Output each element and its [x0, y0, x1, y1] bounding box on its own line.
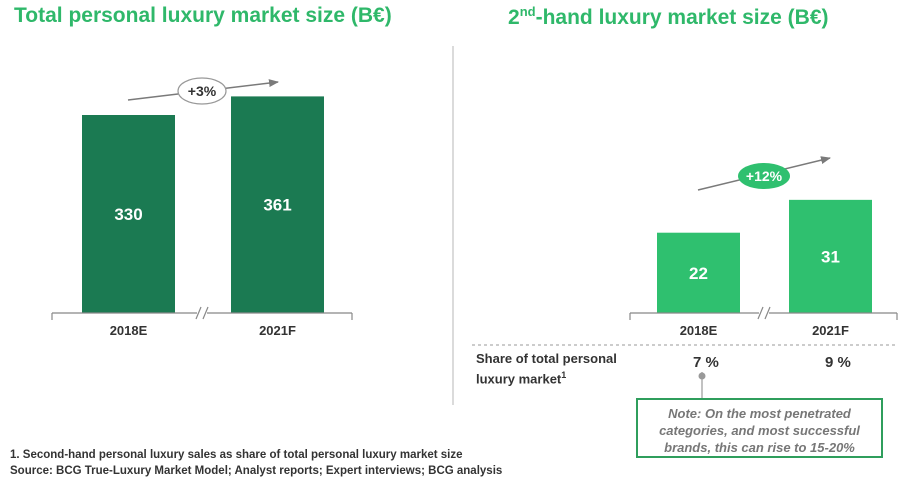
right-chart-title: 2nd-hand luxury market size (B€): [508, 4, 829, 30]
title-rest: -hand luxury market size (B€): [535, 6, 829, 29]
category-label-2018E-secondhand: 2018E: [680, 323, 718, 338]
value-label-2018E-total: 330: [114, 205, 142, 224]
value-label-2018E-secondhand: 22: [689, 264, 708, 283]
source-line: Source: BCG True-Luxury Market Model; An…: [10, 465, 503, 477]
axis-break-right: [757, 306, 771, 320]
category-label-2021F-secondhand: 2021F: [812, 323, 849, 338]
bar-2018E-secondhand: [657, 232, 740, 313]
note-box: Note: On the most penetrated categories,…: [636, 398, 883, 458]
axis-break-left: [195, 306, 209, 320]
title-prefix: 2: [508, 6, 520, 29]
footnote-1: 1. Second-hand personal luxury sales as …: [10, 449, 463, 461]
bar-2018E-total: [82, 115, 175, 313]
value-label-2021F-total: 361: [263, 196, 291, 215]
category-label-2018E-total: 2018E: [110, 323, 148, 338]
title-superscript: nd: [519, 4, 536, 19]
category-label-2021F-total: 2021F: [259, 323, 296, 338]
share-footnote-marker: 1: [561, 370, 567, 380]
growth-badge-right: [738, 163, 790, 189]
value-label-2021F-secondhand: 31: [821, 247, 840, 266]
growth-label-right: +12%: [746, 168, 783, 184]
share-label: Share of total personal luxury market1: [476, 351, 617, 387]
bar-2021F-secondhand: [789, 199, 872, 313]
share-value-2021F: 9 %: [825, 354, 851, 371]
left-bar-chart: +3% 330 361 2018E 2021F: [51, 77, 353, 338]
left-chart-title: Total personal luxury market size (B€): [14, 4, 392, 27]
bar-2021F-total: [231, 96, 324, 314]
growth-label-left: +3%: [188, 83, 217, 99]
growth-badge-left: [177, 77, 227, 105]
right-bar-chart: +12% 22 31 2018E 2021F: [472, 156, 898, 400]
share-value-2018E: 7 %: [693, 354, 719, 371]
note-connector-dot: [698, 372, 706, 380]
